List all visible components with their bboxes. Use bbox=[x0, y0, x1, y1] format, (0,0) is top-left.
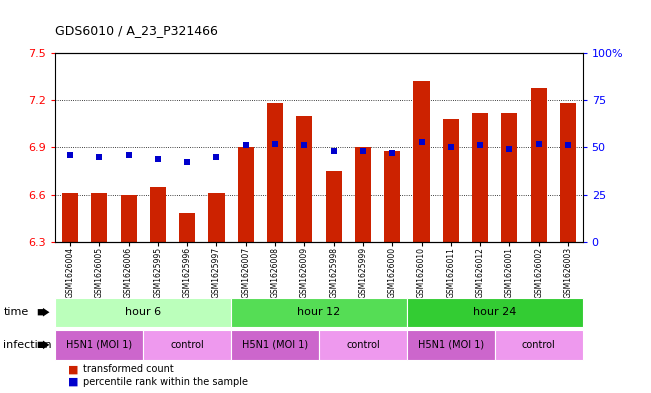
Bar bbox=[296, 116, 312, 242]
Bar bbox=[326, 171, 342, 242]
Bar bbox=[472, 113, 488, 242]
Text: hour 24: hour 24 bbox=[473, 307, 516, 317]
Text: percentile rank within the sample: percentile rank within the sample bbox=[83, 377, 247, 387]
Bar bbox=[501, 113, 518, 242]
Bar bbox=[355, 147, 371, 242]
Bar bbox=[384, 151, 400, 242]
Bar bbox=[413, 81, 430, 242]
Text: control: control bbox=[346, 340, 380, 350]
Text: ■: ■ bbox=[68, 364, 79, 375]
Bar bbox=[91, 193, 107, 242]
Bar bbox=[443, 119, 459, 242]
Bar bbox=[267, 103, 283, 242]
Text: ■: ■ bbox=[68, 377, 79, 387]
Bar bbox=[62, 193, 78, 242]
Text: transformed count: transformed count bbox=[83, 364, 173, 375]
Text: GDS6010 / A_23_P321466: GDS6010 / A_23_P321466 bbox=[55, 24, 218, 37]
Bar bbox=[238, 147, 254, 242]
Text: time: time bbox=[3, 307, 29, 317]
Bar bbox=[208, 193, 225, 242]
Text: H5N1 (MOI 1): H5N1 (MOI 1) bbox=[66, 340, 132, 350]
Text: H5N1 (MOI 1): H5N1 (MOI 1) bbox=[418, 340, 484, 350]
Text: infection: infection bbox=[3, 340, 52, 350]
Text: hour 6: hour 6 bbox=[125, 307, 161, 317]
Text: control: control bbox=[171, 340, 204, 350]
Bar bbox=[150, 187, 166, 242]
Bar bbox=[560, 103, 576, 242]
Text: control: control bbox=[522, 340, 555, 350]
Bar bbox=[120, 195, 137, 242]
Text: hour 12: hour 12 bbox=[298, 307, 340, 317]
Bar bbox=[531, 88, 547, 242]
Bar bbox=[179, 213, 195, 242]
Text: H5N1 (MOI 1): H5N1 (MOI 1) bbox=[242, 340, 308, 350]
